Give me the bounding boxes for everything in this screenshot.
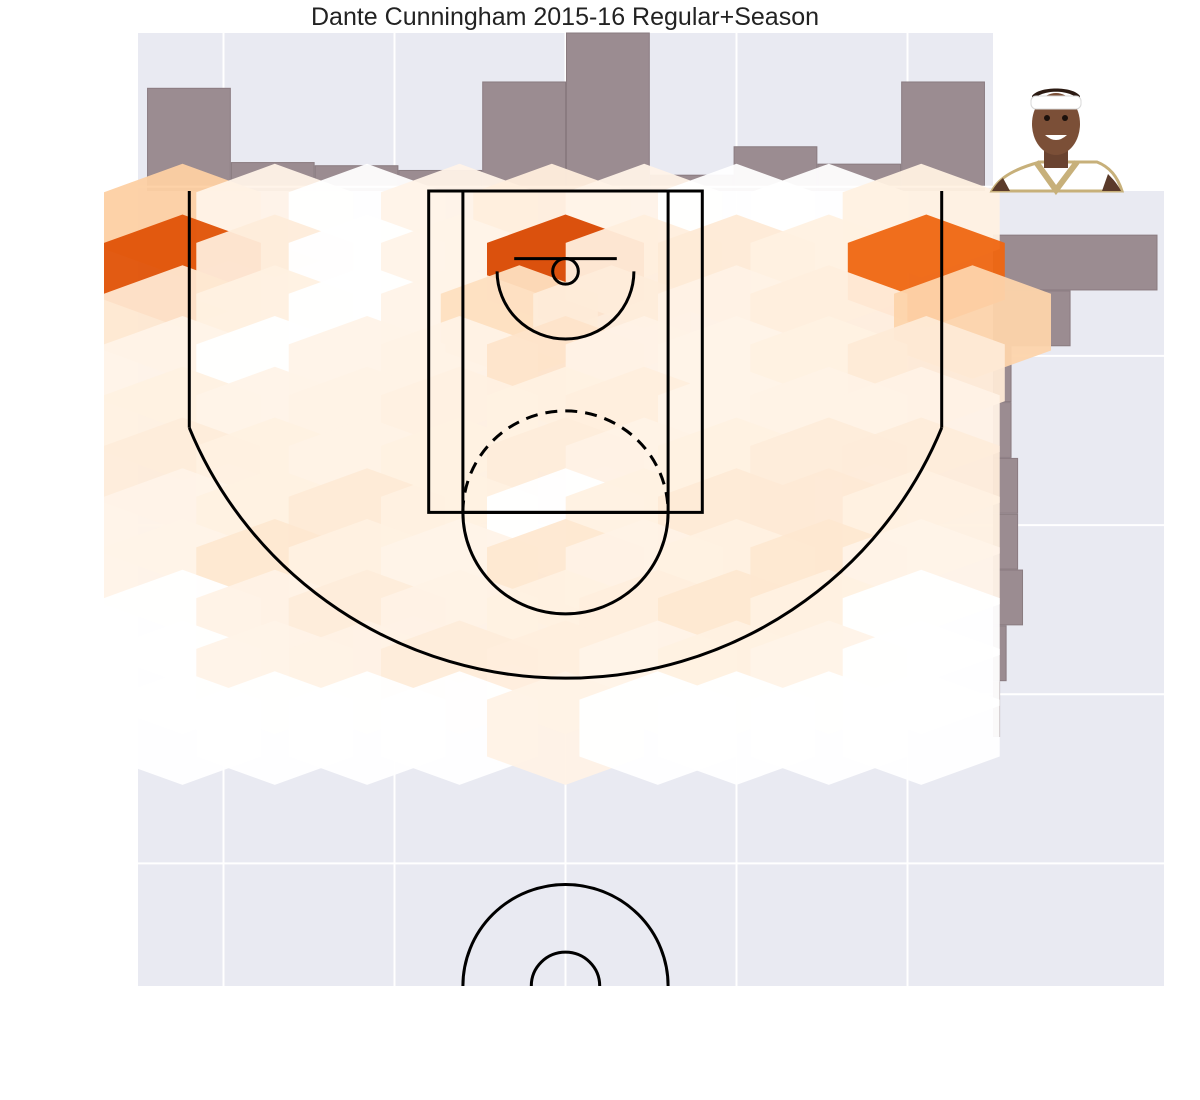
- top-histogram-bars: [147, 32, 985, 192]
- histogram-bar: [992, 234, 1158, 291]
- hoop: [551, 257, 580, 286]
- player-headshot-icon: [989, 33, 1164, 196]
- player-eye-right: [1062, 115, 1068, 121]
- top-histogram: [138, 32, 993, 192]
- center-circle-outer: [461, 883, 670, 987]
- histogram-bar: [566, 32, 650, 192]
- center-circle-inner: [529, 950, 602, 987]
- hexbin-cell: [842, 671, 1000, 785]
- hexbin-layer: [104, 163, 1051, 785]
- restricted-area-arc: [495, 271, 636, 341]
- player-eye-left: [1044, 115, 1050, 121]
- player-arm-right: [1102, 174, 1121, 191]
- court-panel: [104, 163, 1051, 987]
- three-point-arc: [187, 427, 944, 680]
- player-jersey: [989, 160, 1125, 193]
- player-arm-left: [992, 178, 1010, 191]
- court-lines: [187, 189, 944, 987]
- jersey-collar: [1033, 160, 1080, 196]
- player-headband: [1030, 95, 1082, 110]
- player-smile: [1045, 135, 1067, 140]
- free-throw-circle-top: [461, 409, 670, 513]
- inner-paint-box: [461, 189, 670, 514]
- free-throw-circle-bottom: [461, 512, 670, 616]
- player-hair: [1032, 88, 1080, 103]
- chart-title: Dante Cunningham 2015-16 Regular+Season: [311, 3, 819, 31]
